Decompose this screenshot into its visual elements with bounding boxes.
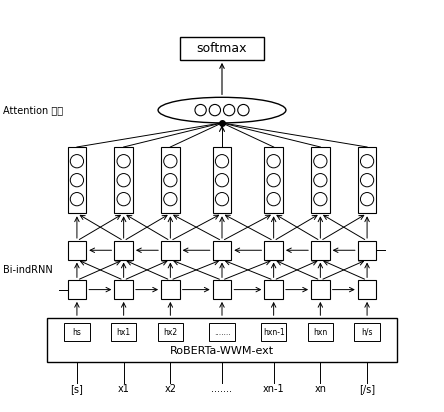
Circle shape [70,154,83,168]
Bar [67,241,86,260]
Bar [114,241,133,260]
Text: hx1: hx1 [117,328,131,337]
Text: xn-1: xn-1 [263,384,285,394]
Circle shape [361,173,374,187]
Circle shape [164,173,177,187]
Text: x1: x1 [118,384,130,394]
Bar [358,147,377,213]
Circle shape [267,173,280,187]
Text: softmax: softmax [197,42,247,55]
Circle shape [314,154,327,168]
Circle shape [70,173,83,187]
Text: .......: ....... [214,328,230,337]
Bar [64,323,90,341]
Circle shape [223,105,235,116]
Circle shape [314,173,327,187]
Bar [358,241,377,260]
Circle shape [215,173,229,187]
Bar [311,241,330,260]
Bar [264,280,283,299]
Text: [s]: [s] [71,384,83,394]
Circle shape [314,192,327,206]
Circle shape [267,154,280,168]
Text: .......: ....... [211,384,233,394]
Bar [48,318,396,363]
Circle shape [164,154,177,168]
Text: RoBERTa-WWM-ext: RoBERTa-WWM-ext [170,346,274,356]
Bar [161,280,180,299]
Text: h/s: h/s [361,328,373,337]
Circle shape [164,192,177,206]
Bar [213,241,231,260]
Bar [358,280,377,299]
Circle shape [209,105,221,116]
Bar [213,280,231,299]
Bar [114,147,133,213]
Ellipse shape [158,97,286,123]
Circle shape [70,192,83,206]
Bar [261,323,286,341]
Bar [311,147,330,213]
Circle shape [117,192,130,206]
Bar [354,323,380,341]
Bar [264,147,283,213]
Text: hxn-1: hxn-1 [263,328,285,337]
Circle shape [215,192,229,206]
Bar [180,37,264,60]
Bar [67,280,86,299]
Bar [308,323,333,341]
Bar [114,280,133,299]
Text: hx2: hx2 [163,328,178,337]
Bar [213,147,231,213]
Bar [209,323,235,341]
Bar [161,147,180,213]
Text: xn: xn [314,384,326,394]
Text: hxn: hxn [313,328,328,337]
Circle shape [238,105,249,116]
Circle shape [195,105,206,116]
Text: [/s]: [/s] [359,384,375,394]
Text: x2: x2 [164,384,176,394]
Text: hs: hs [72,328,81,337]
Bar [161,241,180,260]
Circle shape [117,173,130,187]
Bar [158,323,183,341]
Circle shape [215,154,229,168]
Bar [111,323,136,341]
Text: Bi-indRNN: Bi-indRNN [3,265,53,275]
Circle shape [267,192,280,206]
Circle shape [117,154,130,168]
Circle shape [361,192,374,206]
Circle shape [361,154,374,168]
Bar [311,280,330,299]
Text: Attention 机制: Attention 机制 [3,105,63,115]
Bar [67,147,86,213]
Bar [264,241,283,260]
